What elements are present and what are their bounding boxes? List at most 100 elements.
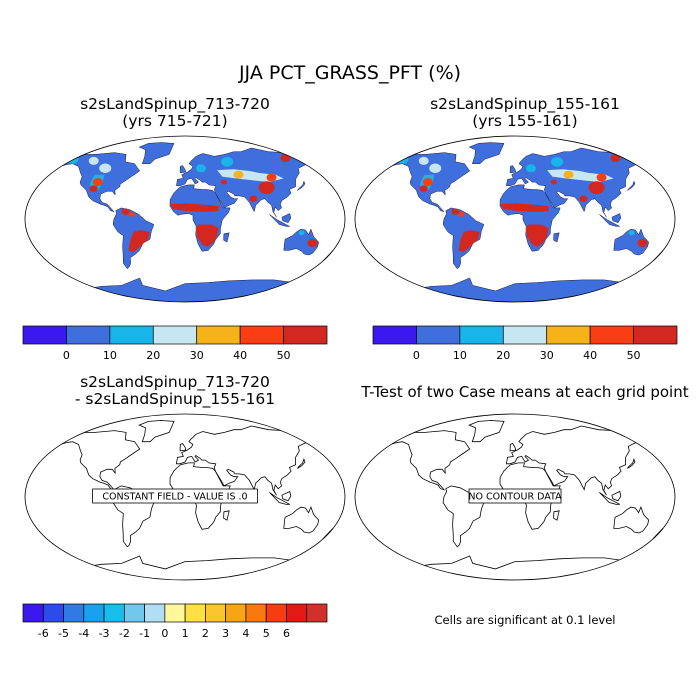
land-madagascar <box>223 232 230 243</box>
colorbar-panel3-swatch <box>306 603 328 623</box>
map-border-1 <box>24 135 346 303</box>
land-borneo <box>281 490 292 502</box>
colorbar-panel3: -6 -5 -4 -3 -2 -1 0 1 2 3 4 5 6 <box>22 603 328 640</box>
region-canada <box>99 163 112 174</box>
colorbar-panel1: 0 10 20 30 40 50 <box>22 325 328 362</box>
land-madagascar <box>553 232 560 243</box>
map-panel-2 <box>354 135 676 303</box>
colorbar-panel3-swatch <box>22 603 44 623</box>
constant-field-label: CONSTANT FIELD - VALUE IS .0 <box>92 488 258 504</box>
region-plains-hot <box>92 178 103 187</box>
panel1-title-line1: s2sLandSpinup_713-720 <box>80 95 270 113</box>
colorbar-panel2-swatch <box>502 325 548 345</box>
land-indonesia <box>599 214 620 227</box>
panel2-title-line1: s2sLandSpinup_155-161 <box>430 95 620 113</box>
land-greenland <box>138 420 175 443</box>
land-eurasia <box>506 147 650 218</box>
land-uk <box>179 165 187 174</box>
region-india <box>249 195 258 202</box>
colorbar-panel3-swatch <box>103 603 125 623</box>
colorbar-panel2-tick-label: 10 <box>453 349 467 362</box>
region-south-america <box>458 230 480 253</box>
panel3-title: s2sLandSpinup_713-720 - s2sLandSpinup_15… <box>25 374 325 408</box>
no-contour-label: NO CONTOUR DATA <box>468 488 562 504</box>
region-europe <box>525 164 536 173</box>
colorbar-panel3-swatch <box>205 603 227 623</box>
region-chukotka <box>300 154 309 162</box>
map-land-1 <box>56 142 337 302</box>
colorbar-panel1-swatch <box>283 325 328 345</box>
constant-field-label-text: CONSTANT FIELD - VALUE IS .0 <box>102 492 247 503</box>
colorbar-panel3-swatch <box>184 603 206 623</box>
map-border-3 <box>24 413 346 581</box>
land-borneo <box>611 490 622 502</box>
no-contour-label-frame <box>468 488 562 504</box>
region-guiana <box>128 211 135 217</box>
colorbar-panel3-swatch <box>245 603 267 623</box>
colorbar-panel2-tick-label: 40 <box>583 349 597 362</box>
colorbar-panel1-tick-label: 0 <box>63 349 70 362</box>
region-australia-east <box>307 238 318 247</box>
panel2-title-line2: (yrs 155-161) <box>472 112 578 130</box>
land-borneo <box>611 213 622 224</box>
colorbar-panel2-tick-label: 20 <box>496 349 510 362</box>
land-greenland <box>138 142 175 164</box>
land-australia <box>613 505 650 534</box>
region-tibet <box>588 181 605 195</box>
map-land-2 <box>386 142 667 302</box>
land-northAmerica <box>56 430 141 491</box>
colorbar-panel3-tick-label: 3 <box>222 627 229 640</box>
region-australia-north <box>628 230 635 236</box>
land-japan <box>297 180 306 191</box>
land-eurasia <box>176 147 320 218</box>
region-llanos <box>121 208 130 215</box>
panel4-title: T-Test of two Case means at each grid po… <box>350 384 700 401</box>
colorbar-panel1-swatch <box>196 325 241 345</box>
land-newZealand <box>652 250 667 262</box>
region-india <box>579 195 588 202</box>
panel3-title-line2: - s2sLandSpinup_155-161 <box>74 390 276 408</box>
colorbar-panel1-tick-label: 30 <box>190 349 204 362</box>
map-border-4 <box>354 413 676 581</box>
region-southwest <box>419 185 428 192</box>
colorbar-panel2-tick-label: 30 <box>540 349 554 362</box>
panel3-title-line1: s2sLandSpinup_713-720 <box>80 373 270 391</box>
colorbar-panel2-tick-label: 50 <box>627 349 641 362</box>
colorbar-panel2: 0 10 20 30 40 50 <box>372 325 678 362</box>
land-northAmerica <box>386 430 471 491</box>
region-kazakh <box>233 170 244 179</box>
map-land-4 <box>386 420 668 580</box>
colorbar-panel2-swatch <box>372 325 417 345</box>
land-eurasia <box>175 425 320 496</box>
land-newZealand <box>652 527 668 540</box>
land-indonesia <box>269 492 290 505</box>
colorbar-panel2-swatch <box>546 325 591 345</box>
land-newZealand <box>322 250 337 262</box>
land-uk <box>179 443 187 452</box>
colorbar-panel3-swatch <box>265 603 287 623</box>
region-east-siberia <box>610 154 621 163</box>
colorbar-panel1-swatch <box>109 325 154 345</box>
colorbar-panel3-swatch <box>164 603 186 623</box>
colorbar-panel2-swatch <box>589 325 634 345</box>
colorbar-panel2-swatch <box>416 325 461 345</box>
panel1-title-line2: (yrs 715-721) <box>122 112 228 130</box>
colorbar-panel1-tick-label: 20 <box>146 349 160 362</box>
region-southwest <box>89 185 98 192</box>
region-south-america <box>128 230 150 253</box>
land-australia <box>613 228 649 256</box>
region-mongolia <box>266 173 277 182</box>
land-greenland <box>468 142 505 164</box>
land-antarctica <box>388 555 642 580</box>
colorbar-panel3-tick-label: -6 <box>38 627 49 640</box>
colorbar-panel1-swatch <box>22 325 67 345</box>
panel2-title: s2sLandSpinup_155-161 (yrs 155-161) <box>375 96 675 130</box>
land-japan <box>297 458 306 469</box>
region-llanos <box>451 208 460 215</box>
region-caucasus <box>550 179 557 185</box>
land-antarctica <box>58 277 312 302</box>
colorbar-panel3-tick-label: -2 <box>119 627 130 640</box>
region-chukotka <box>630 154 639 162</box>
land-madagascar <box>553 510 560 521</box>
colorbar-panel1-tick-label: 10 <box>103 349 117 362</box>
